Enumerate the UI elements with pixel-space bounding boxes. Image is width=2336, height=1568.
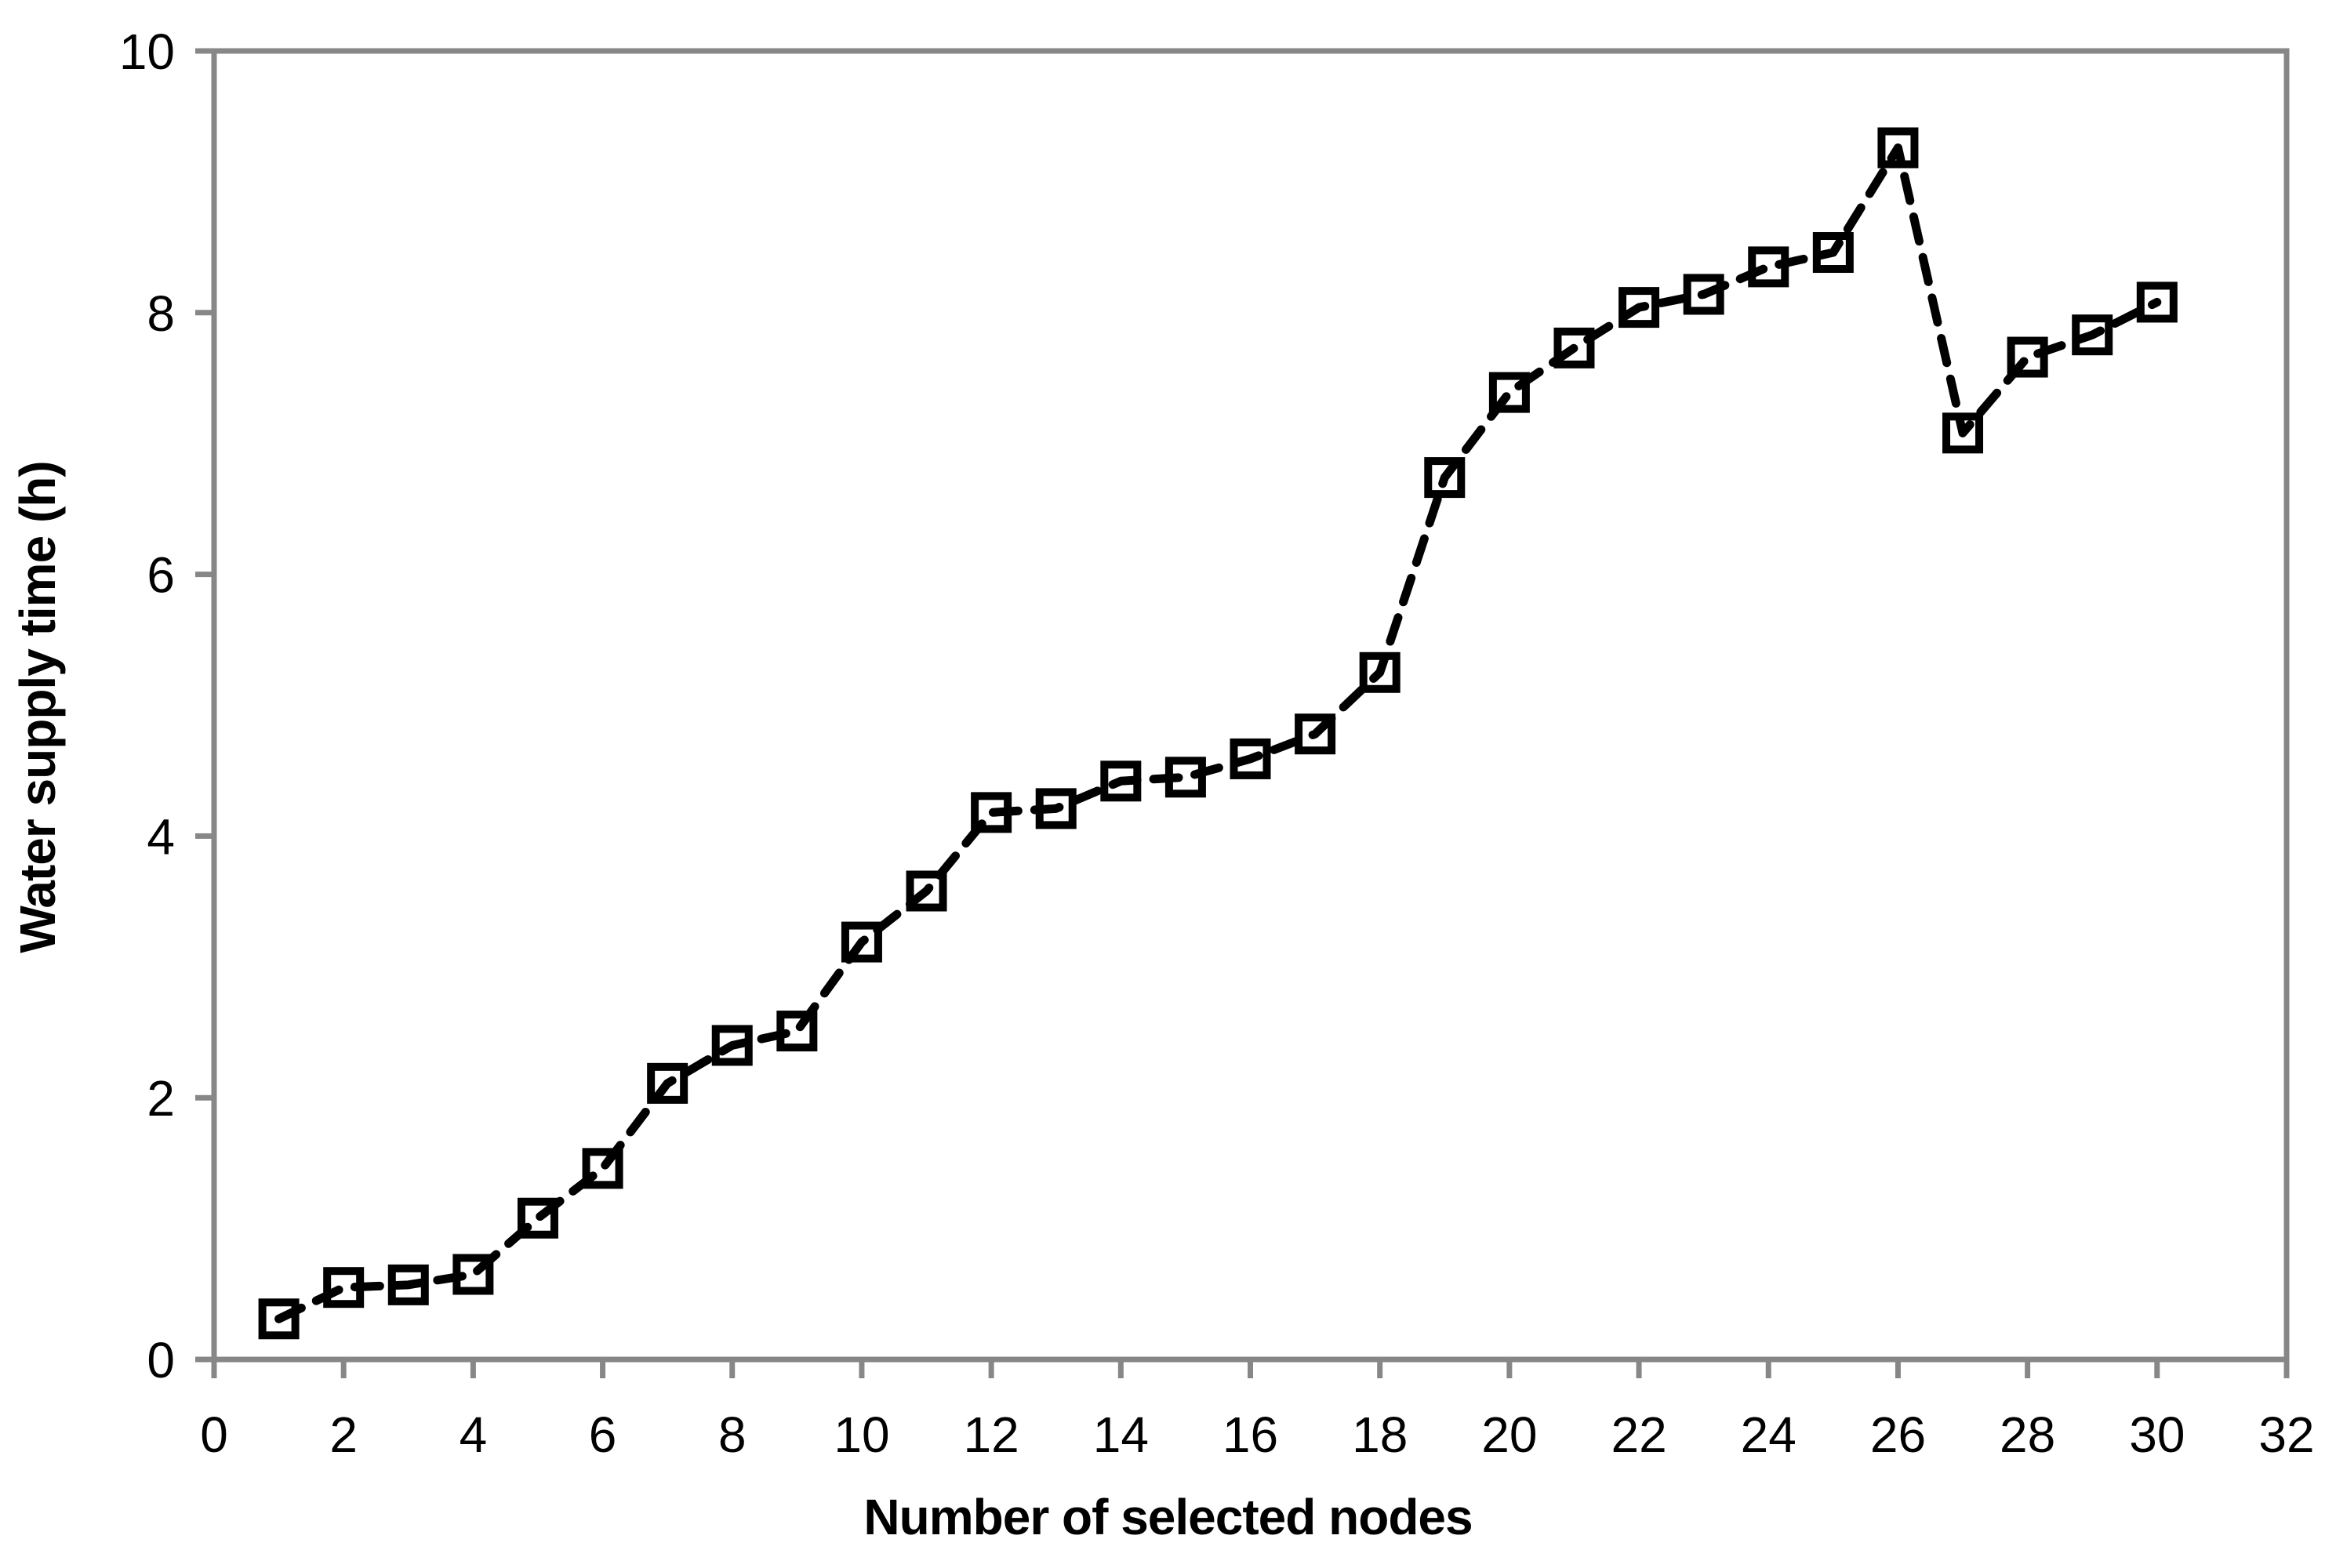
x-axis-tick-label: 20	[1481, 1406, 1537, 1463]
data-point-marker	[1488, 372, 1530, 413]
data-point-marker	[1164, 757, 1206, 798]
y-axis-tick-label: 8	[147, 285, 175, 342]
data-point-marker	[323, 1267, 365, 1308]
y-axis-tick-label: 10	[119, 24, 175, 80]
x-axis-tick-label: 32	[2258, 1406, 2314, 1463]
y-axis-tick-label: 4	[147, 808, 175, 865]
data-point-marker	[1812, 232, 1854, 274]
data-point-marker	[582, 1148, 623, 1189]
data-point-marker	[517, 1197, 558, 1239]
data-series-line	[274, 143, 2162, 1323]
data-point-marker	[1295, 713, 1336, 755]
data-point-marker	[1877, 127, 1919, 169]
data-point-marker	[906, 870, 947, 912]
data-point-marker	[776, 1011, 818, 1052]
x-axis-tick-label: 2	[329, 1406, 358, 1463]
data-point-marker	[2072, 314, 2113, 356]
data-point-marker	[1230, 738, 1271, 779]
x-axis-tick-label: 16	[1222, 1406, 1278, 1463]
y-axis-tick-label: 0	[147, 1332, 175, 1388]
x-axis-tick-label: 26	[1870, 1406, 1926, 1463]
data-point-marker	[1553, 327, 1595, 368]
x-axis-tick-label: 6	[589, 1406, 617, 1463]
data-point-marker	[452, 1254, 494, 1295]
data-point-marker	[971, 792, 1012, 833]
x-axis-tick-label: 22	[1611, 1406, 1666, 1463]
y-axis-tick-label: 2	[147, 1070, 175, 1127]
x-axis-tick-label: 12	[964, 1406, 1019, 1463]
x-axis-tick-label: 18	[1352, 1406, 1408, 1463]
data-point-marker	[1748, 246, 1789, 288]
x-axis-tick-label: 14	[1093, 1406, 1149, 1463]
data-point-marker	[1035, 788, 1077, 829]
data-point-marker	[647, 1062, 688, 1104]
data-point-marker	[1942, 412, 1984, 454]
plot-border	[211, 48, 2290, 1363]
x-axis-tick-label: 30	[2129, 1406, 2185, 1463]
data-point-marker	[387, 1264, 429, 1305]
data-point-marker	[2007, 336, 2048, 378]
data-point-marker	[1359, 652, 1401, 693]
data-point-marker	[1100, 760, 1142, 802]
data-point-marker	[711, 1025, 753, 1066]
y-axis-title: Water supply time (h)	[9, 461, 66, 953]
data-point-marker	[1618, 287, 1660, 328]
data-point-marker	[1683, 274, 1724, 315]
data-point-marker	[258, 1298, 300, 1340]
y-axis-tick-label: 6	[147, 547, 175, 604]
x-axis-tick-label: 4	[460, 1406, 488, 1463]
data-point-marker	[841, 921, 882, 963]
x-axis-tick-label: 10	[834, 1406, 889, 1463]
x-axis-title: Number of selected nodes	[863, 1489, 1473, 1545]
data-point-marker	[1424, 457, 1466, 499]
x-axis-tick-label: 0	[200, 1406, 228, 1463]
x-axis-tick-label: 24	[1741, 1406, 1797, 1463]
x-axis-tick-label: 28	[2000, 1406, 2055, 1463]
x-axis-tick-label: 8	[718, 1406, 747, 1463]
data-point-marker	[2136, 281, 2178, 323]
